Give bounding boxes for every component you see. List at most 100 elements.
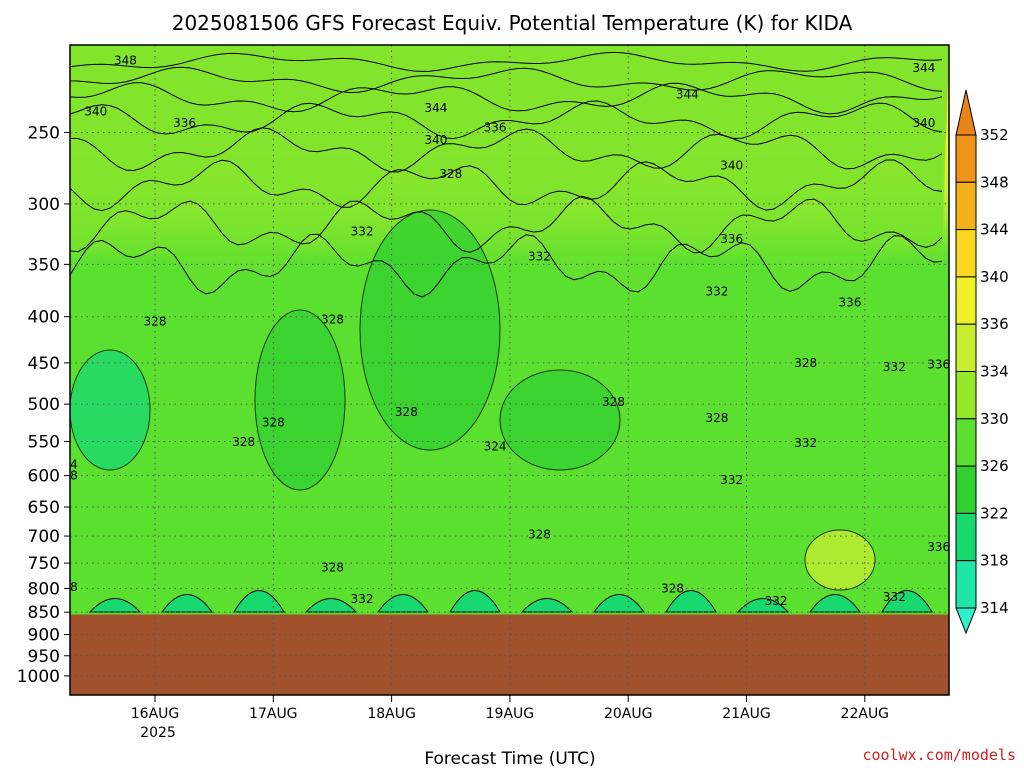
contour-label: 328 [55, 580, 78, 594]
field-bands [70, 45, 949, 613]
surface-patch [881, 590, 933, 613]
x-tick-label: 16AUG [131, 706, 180, 722]
y-tick-label: 600 [28, 467, 60, 487]
contour-label: 328 [661, 581, 684, 595]
field-patch [499, 369, 621, 471]
field-patch [804, 529, 876, 591]
contour-label: 336 [927, 358, 950, 372]
contour-line [70, 66, 943, 94]
contour-label: 336 [839, 296, 862, 310]
surface-patch [736, 598, 790, 613]
colorbar-segment [955, 134, 977, 183]
surface-patch [593, 594, 645, 613]
contour-label: 324 [484, 439, 507, 453]
x-tick-label: 19AUG [486, 706, 535, 722]
colorbar: 352 348 344 340 336 334 330 326 322 318 314 [955, 89, 1009, 635]
credit-text: coolwx.com/models [862, 746, 1016, 764]
x-tick-label: 21AUG [722, 706, 771, 722]
contour-labels: 344 348 340 336 336 344 340 328 336 344 344 340 340 3… [25, 53, 950, 608]
y-tick-label: 550 [28, 433, 60, 453]
contour-label: 328 [321, 313, 344, 327]
field-patch [254, 309, 346, 491]
y-tick-label: 650 [28, 498, 60, 518]
colorbar-segment [955, 229, 977, 278]
contour-label: 336 [173, 116, 196, 130]
colorbar-label: 326 [980, 457, 1009, 475]
ground-terrain [70, 614, 949, 695]
contour-label: 328 [705, 411, 728, 425]
contour-label: 328 [395, 405, 418, 419]
contour-label: 332 [351, 592, 374, 606]
colorbar-label: 318 [980, 552, 1009, 570]
contour-label: 336 [484, 121, 507, 135]
contour-label: 336 [720, 232, 743, 246]
colorbar-extend-top [955, 89, 977, 136]
contour-label: 332 [351, 225, 374, 239]
contour-label: 328 [602, 395, 625, 409]
contour-line [70, 100, 943, 140]
contour-label: 324 [55, 457, 78, 471]
y-tick-label: 500 [28, 395, 60, 415]
contour-label: 332 [883, 360, 906, 374]
y-tick-label: 950 [28, 647, 60, 667]
colorbar-segment [955, 418, 977, 467]
chart-title: 2025081506 GFS Forecast Equiv. Potential… [172, 11, 853, 35]
y-tick-label: 750 [28, 554, 60, 574]
x-tick-label: 20AUG [604, 706, 653, 722]
colorbar-label: 336 [980, 315, 1009, 333]
colorbar-segment [955, 512, 977, 562]
contour-line [70, 127, 943, 173]
contour-label: 332 [765, 594, 788, 608]
contour-label: 332 [528, 249, 551, 263]
grid-lines [70, 45, 949, 695]
surface-patch [665, 590, 717, 613]
field-band [70, 45, 949, 297]
colorbar-segment [955, 323, 977, 373]
y-axis: 250 300 350 400 450 500 550 600 650 700 750 800 850 9… [17, 123, 70, 687]
colorbar-label: 334 [980, 363, 1009, 381]
surface-patch [161, 594, 213, 613]
surface-patch [304, 598, 358, 613]
contour-line [70, 159, 943, 212]
y-tick-label: 450 [28, 354, 60, 374]
colorbar-label: 322 [980, 504, 1009, 522]
x-axis: 16AUG 17AUG 18AUG 19AUG 20AUG 21AUG 22AUG [131, 695, 889, 722]
contour-label: 332 [883, 590, 906, 604]
colorbar-label: 340 [980, 268, 1009, 286]
contour-label: 344 [425, 101, 448, 115]
contour-line [70, 51, 943, 72]
y-tick-label: 250 [28, 123, 60, 143]
y-tick-label: 900 [28, 626, 60, 646]
contour-label: 336 [927, 540, 950, 554]
contour-label: 344 [25, 63, 48, 77]
plot-area: 344 348 340 336 336 344 340 328 336 344 344 340 340 3… [25, 45, 950, 695]
contour-label: 332 [705, 284, 728, 298]
colorbar-label: 352 [980, 126, 1009, 144]
colorbar-segment [955, 181, 977, 231]
y-tick-label: 350 [28, 255, 60, 275]
contour-line [70, 82, 943, 115]
contour-label: 340 [912, 116, 935, 130]
colorbar-segment [955, 560, 977, 609]
surface-patch [88, 598, 142, 613]
colorbar-extend-bottom [955, 607, 977, 635]
contour-label: 328 [439, 167, 462, 181]
colorbar-label: 314 [980, 599, 1009, 617]
contour-label: 328 [794, 356, 817, 370]
x-tick-label: 17AUG [249, 706, 298, 722]
x-tick-label: 18AUG [367, 706, 416, 722]
contour-label: 336 [40, 148, 63, 162]
colorbar-segment [955, 371, 977, 420]
surface-patch [809, 594, 861, 613]
colorbar-label: 330 [980, 410, 1009, 428]
contour-label: 328 [55, 469, 78, 483]
surface-patch [449, 590, 501, 613]
colorbar-label: 344 [980, 221, 1009, 239]
y-tick-label: 800 [28, 579, 60, 599]
contour-label: 344 [676, 88, 699, 102]
x-tick-label: 22AUG [841, 706, 890, 722]
contour-label: 348 [114, 53, 137, 67]
field-patch [359, 209, 501, 451]
contour-label: 328 [321, 560, 344, 574]
